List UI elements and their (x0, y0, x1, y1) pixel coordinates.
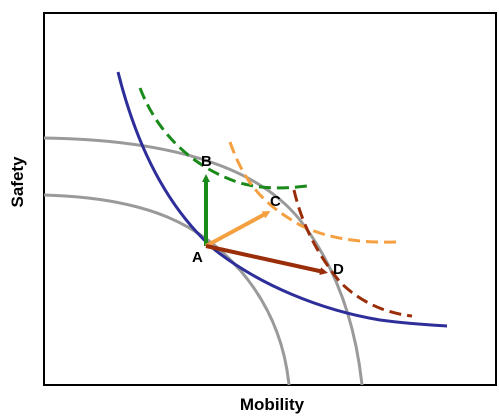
green-dashed-curve (138, 87, 308, 190)
y-axis-label: Safety (8, 156, 27, 208)
blue-indifference-curve (116, 71, 448, 328)
point-label-a: A (192, 249, 203, 266)
plot-frame (43, 12, 497, 386)
inner-frontier-curve (43, 193, 291, 386)
arrow-a-to-c (205, 211, 271, 248)
point-label-d: D (333, 261, 344, 278)
point-label-c: C (270, 193, 281, 210)
arrow-a-to-d (205, 244, 328, 276)
x-axis-label: Mobility (239, 395, 305, 414)
point-label-b: B (201, 153, 212, 170)
brown-dashed-curve (292, 189, 413, 318)
outer-frontier-curve (43, 136, 364, 386)
orange-dashed-curve (228, 141, 399, 244)
